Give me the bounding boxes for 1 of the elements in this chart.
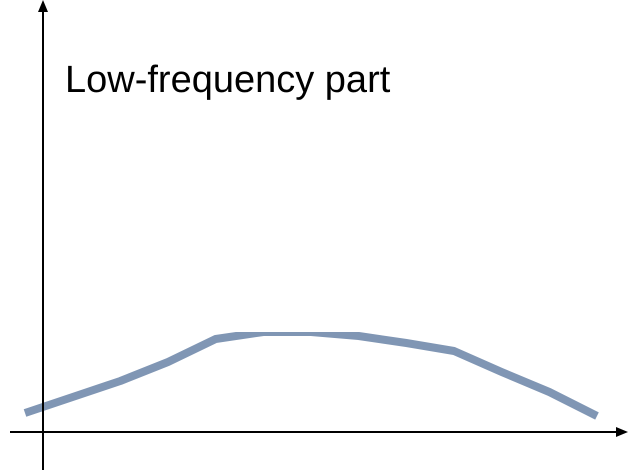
chart-title: Low-frequency part	[65, 59, 391, 101]
